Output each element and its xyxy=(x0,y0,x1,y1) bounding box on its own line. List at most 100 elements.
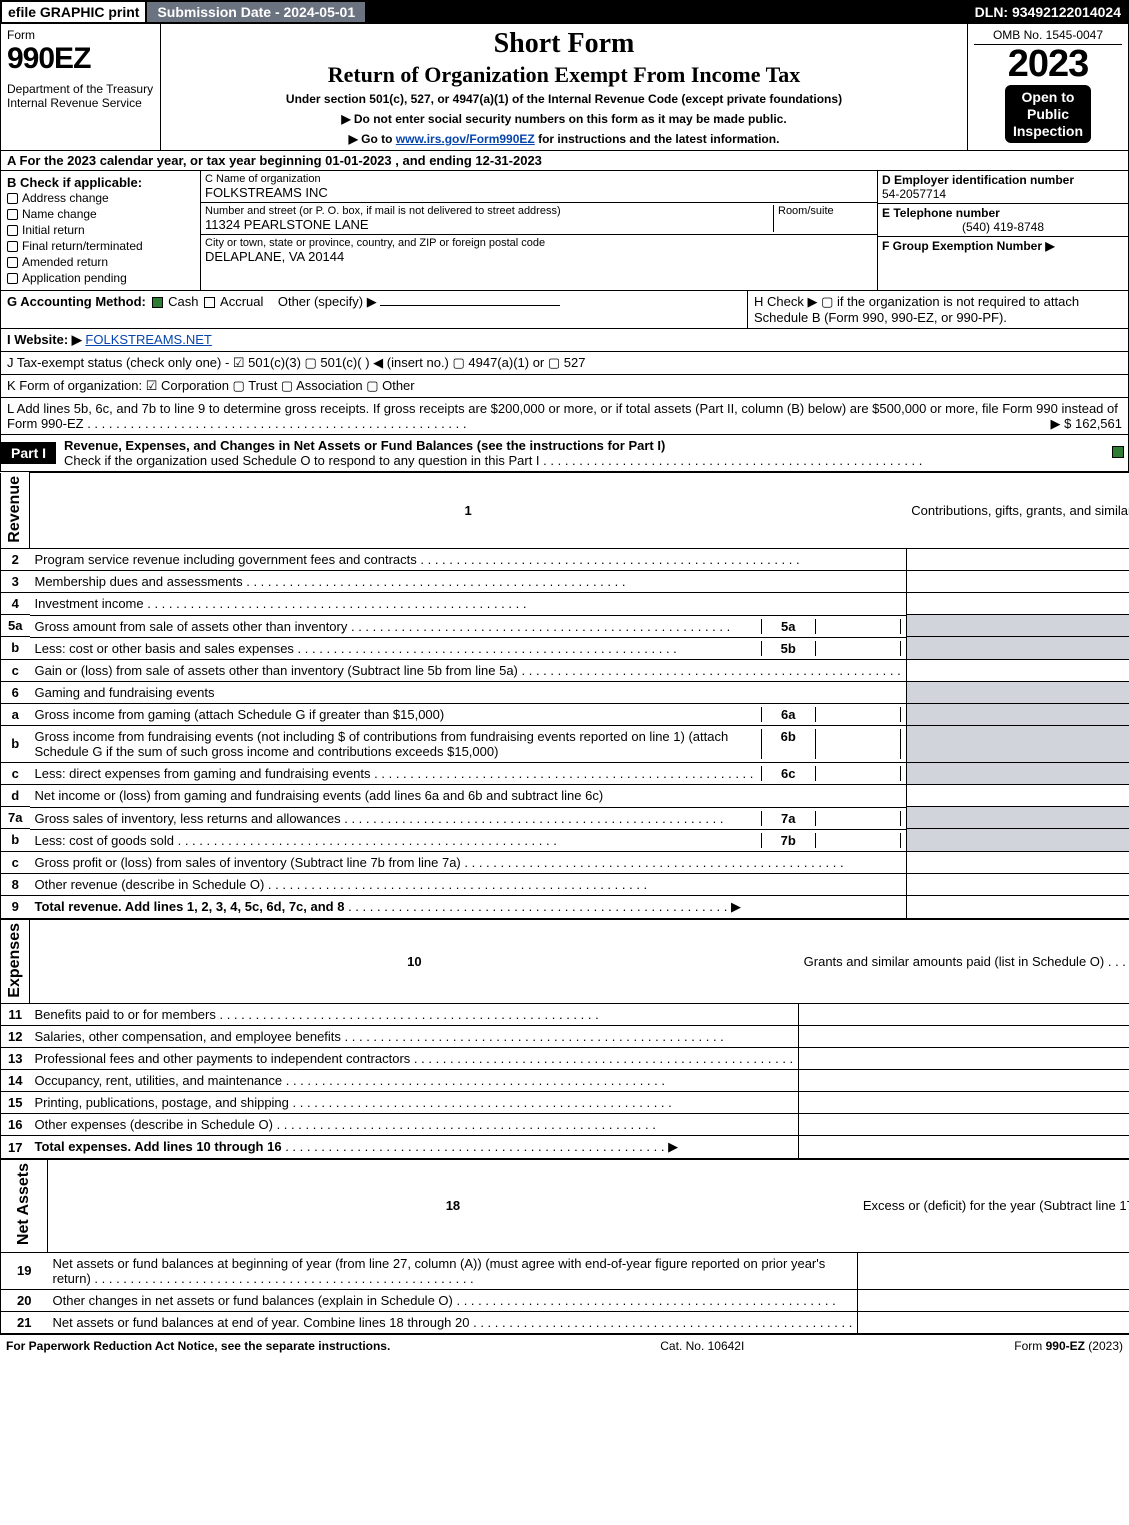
footer-right: Form 990-EZ (2023) xyxy=(1014,1339,1123,1353)
footer-left: For Paperwork Reduction Act Notice, see … xyxy=(6,1339,390,1353)
chk-address-change[interactable]: Address change xyxy=(7,190,194,206)
l6a-sub: 6a xyxy=(761,707,816,722)
department-label: Department of the Treasury Internal Reve… xyxy=(7,82,154,110)
g-label: G Accounting Method: xyxy=(7,294,146,309)
dln-label: DLN: 93492122014024 xyxy=(967,0,1129,24)
l1-desc: Contributions, gifts, grants, and simila… xyxy=(906,473,1129,549)
website-link[interactable]: FOLKSTREAMS.NET xyxy=(85,332,211,347)
l20-rno: 20 xyxy=(858,1289,1129,1311)
l6a-desc: Gross income from gaming (attach Schedul… xyxy=(35,707,761,722)
l5b-rno xyxy=(906,637,1129,660)
phone-label: E Telephone number xyxy=(882,206,1000,220)
submission-date: Submission Date - 2024-05-01 xyxy=(147,0,367,24)
l2-num: 2 xyxy=(1,549,30,571)
l6b-rno xyxy=(906,725,1129,762)
l21-desc: Net assets or fund balances at end of ye… xyxy=(48,1311,858,1333)
part1-schedule-o-check[interactable] xyxy=(1108,443,1128,464)
chk-initial-return[interactable]: Initial return xyxy=(7,222,194,238)
title-sub2-post: for instructions and the latest informat… xyxy=(538,132,779,146)
form-id-column: Form 990EZ Department of the Treasury In… xyxy=(1,24,161,150)
l7c-desc: Gross profit or (loss) from sales of inv… xyxy=(30,851,907,873)
chk-final-return[interactable]: Final return/terminated xyxy=(7,238,194,254)
footer-right-bold: 990-EZ xyxy=(1046,1339,1085,1353)
group-exemption-row: F Group Exemption Number ▶ xyxy=(878,237,1128,255)
g-accrual: Accrual xyxy=(220,294,263,309)
org-name-value: FOLKSTREAMS INC xyxy=(205,185,873,200)
l5a-num: 5a xyxy=(1,615,30,637)
l-dots xyxy=(87,416,466,431)
expenses-section-label: Expenses xyxy=(1,919,30,1004)
l6d-num: d xyxy=(1,785,30,807)
l15-rno: 15 xyxy=(799,1092,1129,1114)
l17-desc: Total expenses. Add lines 10 through 16 xyxy=(35,1139,282,1154)
l21-rno: 21 xyxy=(858,1311,1129,1333)
chk-accrual-icon[interactable] xyxy=(204,297,215,308)
l11-desc: Benefits paid to or for members xyxy=(30,1004,799,1026)
section-j: J Tax-exempt status (check only one) - ☑… xyxy=(0,352,1129,375)
l5b-desc-cell: Less: cost or other basis and sales expe… xyxy=(30,637,906,659)
page-footer: For Paperwork Reduction Act Notice, see … xyxy=(0,1334,1129,1357)
inspection-badge: Open to Public Inspection xyxy=(1005,85,1091,143)
chk-name-change-label: Name change xyxy=(22,207,97,221)
room-suite-label: Room/suite xyxy=(778,205,873,217)
l7b-subval[interactable] xyxy=(816,833,901,848)
l6c-sub: 6c xyxy=(761,766,816,781)
l5a-sub: 5a xyxy=(761,619,816,634)
chk-app-pending[interactable]: Application pending xyxy=(7,270,194,286)
l6a-subval[interactable] xyxy=(816,707,901,722)
l5a-desc-cell: Gross amount from sale of assets other t… xyxy=(30,615,906,637)
org-city-label: City or town, state or province, country… xyxy=(205,237,873,249)
title-sub2: ▶ Go to www.irs.gov/Form990EZ for instru… xyxy=(167,132,961,146)
l10-desc: Grants and similar amounts paid (list in… xyxy=(799,919,1129,1004)
l7a-desc: Gross sales of inventory, less returns a… xyxy=(35,811,761,826)
chk-amended-return-label: Amended return xyxy=(22,255,108,269)
l6c-subval[interactable] xyxy=(816,766,901,781)
l18-desc: Excess or (deficit) for the year (Subtra… xyxy=(858,1160,1129,1252)
l6b-subval[interactable] xyxy=(816,729,901,759)
l16-desc: Other expenses (describe in Schedule O) xyxy=(30,1114,799,1136)
chk-cash-icon[interactable] xyxy=(152,297,163,308)
i-label: I Website: ▶ xyxy=(7,332,82,347)
l5c-rno: 5c xyxy=(906,659,1129,681)
l13-desc: Professional fees and other payments to … xyxy=(30,1048,799,1070)
footer-right-pre: Form xyxy=(1014,1339,1045,1353)
chk-name-change[interactable]: Name change xyxy=(7,206,194,222)
g-cash: Cash xyxy=(168,294,198,309)
l7a-subval[interactable] xyxy=(816,811,901,826)
part1-dots xyxy=(543,453,922,468)
org-city-row: City or town, state or province, country… xyxy=(201,235,877,266)
l5a-desc: Gross amount from sale of assets other t… xyxy=(35,619,761,634)
l14-num: 14 xyxy=(1,1070,30,1092)
l7b-sub: 7b xyxy=(761,833,816,848)
arrow-icon: ▶ xyxy=(731,899,741,915)
arrow-icon: ▶ xyxy=(668,1139,678,1155)
ein-value: 54-2057714 xyxy=(882,187,946,201)
irs-link[interactable]: www.irs.gov/Form990EZ xyxy=(396,132,535,146)
form-word: Form xyxy=(7,28,154,42)
l1-num: 1 xyxy=(30,473,907,549)
title-column: Short Form Return of Organization Exempt… xyxy=(161,24,968,150)
l11-num: 11 xyxy=(1,1004,30,1026)
l7a-rno xyxy=(906,807,1129,829)
l5b-subval[interactable] xyxy=(816,641,901,656)
org-street-label: Number and street (or P. O. box, if mail… xyxy=(205,205,773,217)
l14-desc: Occupancy, rent, utilities, and maintena… xyxy=(30,1070,799,1092)
l19-num: 19 xyxy=(1,1252,48,1289)
revenue-section-label: Revenue xyxy=(1,473,30,549)
l5a-subval[interactable] xyxy=(816,619,901,634)
section-g: G Accounting Method: Cash Accrual Other … xyxy=(1,291,748,328)
chk-amended-return[interactable]: Amended return xyxy=(7,254,194,270)
l6a-num: a xyxy=(1,703,30,725)
revenue-table: Revenue 1 Contributions, gifts, grants, … xyxy=(0,472,1129,919)
chk-app-pending-label: Application pending xyxy=(22,271,127,285)
l8-desc: Other revenue (describe in Schedule O) xyxy=(30,873,907,895)
part1-check-text: Check if the organization used Schedule … xyxy=(64,453,540,468)
l6-desc: Gaming and fundraising events xyxy=(30,681,907,703)
expenses-table: Expenses 10 Grants and similar amounts p… xyxy=(0,919,1129,1160)
footer-right-post: (2023) xyxy=(1085,1339,1123,1353)
g-other-blank[interactable] xyxy=(380,305,560,306)
form-number: 990EZ xyxy=(7,42,154,76)
l20-num: 20 xyxy=(1,1289,48,1311)
section-c: C Name of organization FOLKSTREAMS INC N… xyxy=(201,171,878,290)
phone-value: (540) 419-8748 xyxy=(882,220,1124,234)
